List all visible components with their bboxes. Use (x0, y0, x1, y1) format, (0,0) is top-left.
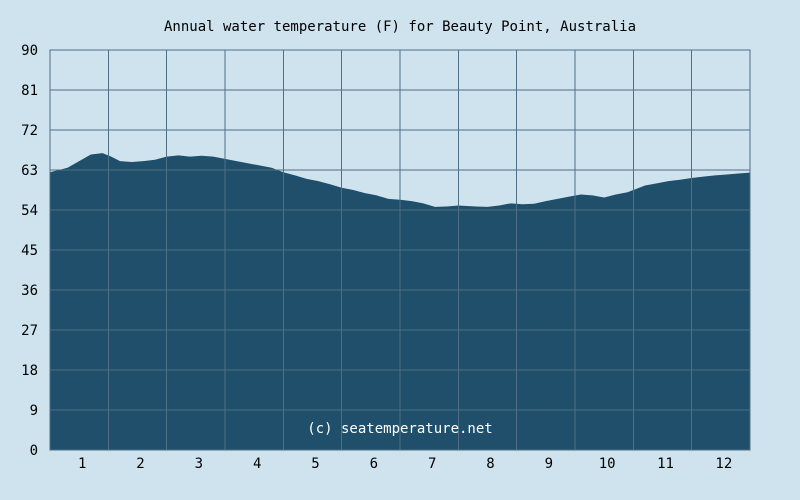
y-tick-label: 72 (21, 123, 38, 139)
x-tick-label: 1 (78, 456, 86, 472)
x-tick-label: 6 (370, 456, 378, 472)
x-tick-label: 10 (599, 456, 616, 472)
x-tick-label: 7 (428, 456, 436, 472)
y-tick-label: 54 (21, 203, 38, 219)
x-tick-label: 9 (545, 456, 553, 472)
y-tick-label: 63 (21, 163, 38, 179)
y-tick-label: 18 (21, 363, 38, 379)
plot-frame (49, 49, 751, 451)
watermark-text: (c) seatemperature.net (307, 421, 492, 437)
x-tick-label: 3 (195, 456, 203, 472)
x-tick-label: 2 (136, 456, 144, 472)
y-tick-label: 36 (21, 283, 38, 299)
y-tick-label: 45 (21, 243, 38, 259)
y-tick-label: 81 (21, 83, 38, 99)
y-tick-label: 27 (21, 323, 38, 339)
x-tick-label: 12 (715, 456, 732, 472)
x-tick-label: 4 (253, 456, 261, 472)
x-tick-label: 5 (311, 456, 319, 472)
x-tick-label: 11 (657, 456, 674, 472)
y-tick-label: 90 (21, 43, 38, 59)
y-tick-label: 0 (30, 443, 38, 459)
chart-title: Annual water temperature (F) for Beauty … (163, 19, 636, 35)
x-tick-label: 8 (486, 456, 494, 472)
y-tick-label: 9 (30, 403, 38, 419)
